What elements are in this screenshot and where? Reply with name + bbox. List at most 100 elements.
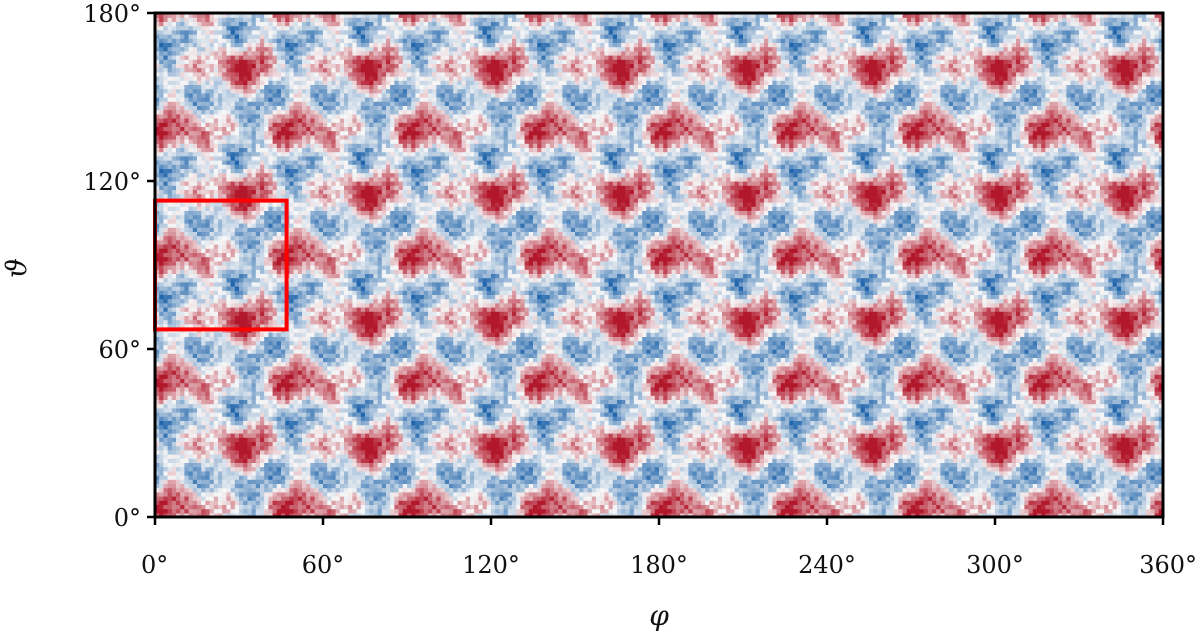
heatmap-cell [193, 215, 198, 220]
heatmap-cell [189, 399, 194, 404]
heatmap-cell [319, 194, 324, 199]
heatmap-cell [256, 143, 261, 148]
heatmap-cell [256, 135, 261, 140]
heatmap-cell [273, 47, 278, 52]
heatmap-cell [289, 97, 294, 102]
heatmap-cell [172, 345, 177, 350]
heatmap-cell [319, 399, 324, 404]
heatmap-cell [180, 244, 185, 249]
heatmap-cell [302, 181, 307, 186]
heatmap-cell [214, 311, 219, 316]
heatmap-cell [294, 231, 299, 236]
heatmap-cell [302, 156, 307, 161]
heatmap-cell [163, 257, 168, 262]
heatmap-cell [184, 282, 189, 287]
heatmap-cell [264, 202, 269, 207]
heatmap-cell [168, 387, 173, 392]
heatmap-cell [256, 387, 261, 392]
heatmap-cell [214, 244, 219, 249]
heatmap-cell [159, 278, 164, 283]
heatmap-cell [226, 126, 231, 131]
heatmap-cell [197, 265, 202, 270]
heatmap-cell [159, 353, 164, 358]
heatmap-cell [281, 181, 286, 186]
heatmap-cell [159, 425, 164, 430]
heatmap-cell [302, 299, 307, 304]
heatmap-cell [294, 21, 299, 26]
heatmap-cell [323, 147, 328, 152]
heatmap-cell [168, 131, 173, 136]
heatmap-cell [298, 408, 303, 413]
heatmap-cell [163, 307, 168, 312]
heatmap-cell [306, 265, 311, 270]
heatmap-cell [205, 311, 210, 316]
heatmap-cell [159, 84, 164, 89]
heatmap-cell [264, 488, 269, 493]
heatmap-cell [226, 34, 231, 39]
heatmap-cell [306, 47, 311, 52]
heatmap-cell [252, 206, 257, 211]
heatmap-cell [243, 135, 248, 140]
heatmap-cell [197, 341, 202, 346]
heatmap-cell [159, 471, 164, 476]
heatmap-cell [222, 72, 227, 77]
heatmap-cell [268, 173, 273, 178]
heatmap-cell [163, 156, 168, 161]
heatmap-cell [268, 101, 273, 106]
heatmap-cell [319, 210, 324, 215]
heatmap-cell [323, 215, 328, 220]
heatmap-cell [268, 496, 273, 501]
heatmap-cell [302, 303, 307, 308]
heatmap-cell [159, 47, 164, 52]
heatmap-cell [252, 357, 257, 362]
heatmap-cell [239, 290, 244, 295]
heatmap-cell [210, 307, 215, 312]
heatmap-cell [235, 68, 240, 73]
heatmap-cell [205, 181, 210, 186]
heatmap-cell [247, 147, 252, 152]
heatmap-cell [226, 114, 231, 119]
heatmap-cell [172, 387, 177, 392]
heatmap-cell [260, 206, 265, 211]
heatmap-cell [302, 177, 307, 182]
heatmap-cell [327, 387, 332, 392]
heatmap-cell [168, 173, 173, 178]
heatmap-cell [201, 34, 206, 39]
heatmap-cell [252, 290, 257, 295]
heatmap-cell [163, 248, 168, 253]
heatmap-cell [243, 152, 248, 157]
heatmap-cell [214, 425, 219, 430]
heatmap-cell [210, 278, 215, 283]
heatmap-cell [239, 202, 244, 207]
heatmap-cell [218, 80, 223, 85]
heatmap-cell [319, 156, 324, 161]
heatmap-cell [273, 76, 278, 81]
heatmap-cell [264, 492, 269, 497]
heatmap-cell [306, 177, 311, 182]
heatmap-cell [268, 38, 273, 43]
heatmap-cell [197, 416, 202, 421]
heatmap-cell [239, 110, 244, 115]
heatmap-cell [214, 189, 219, 194]
heatmap-cell [231, 420, 236, 425]
heatmap-cell [273, 261, 278, 266]
heatmap-cell [235, 374, 240, 379]
heatmap-cell [197, 345, 202, 350]
heatmap-cell [184, 101, 189, 106]
heatmap-cell [222, 30, 227, 35]
heatmap-cell [231, 181, 236, 186]
heatmap-cell [298, 454, 303, 459]
heatmap-cell [176, 278, 181, 283]
heatmap-cell [210, 177, 215, 182]
heatmap-cell [247, 391, 252, 396]
heatmap-cell [214, 105, 219, 110]
heatmap-cell [189, 269, 194, 274]
heatmap-cell [323, 63, 328, 68]
heatmap-cell [214, 433, 219, 438]
heatmap-cell [239, 458, 244, 463]
heatmap-cell [197, 395, 202, 400]
heatmap-cell [247, 202, 252, 207]
heatmap-cell [277, 383, 282, 388]
heatmap-cell [210, 105, 215, 110]
heatmap-cell [197, 387, 202, 392]
